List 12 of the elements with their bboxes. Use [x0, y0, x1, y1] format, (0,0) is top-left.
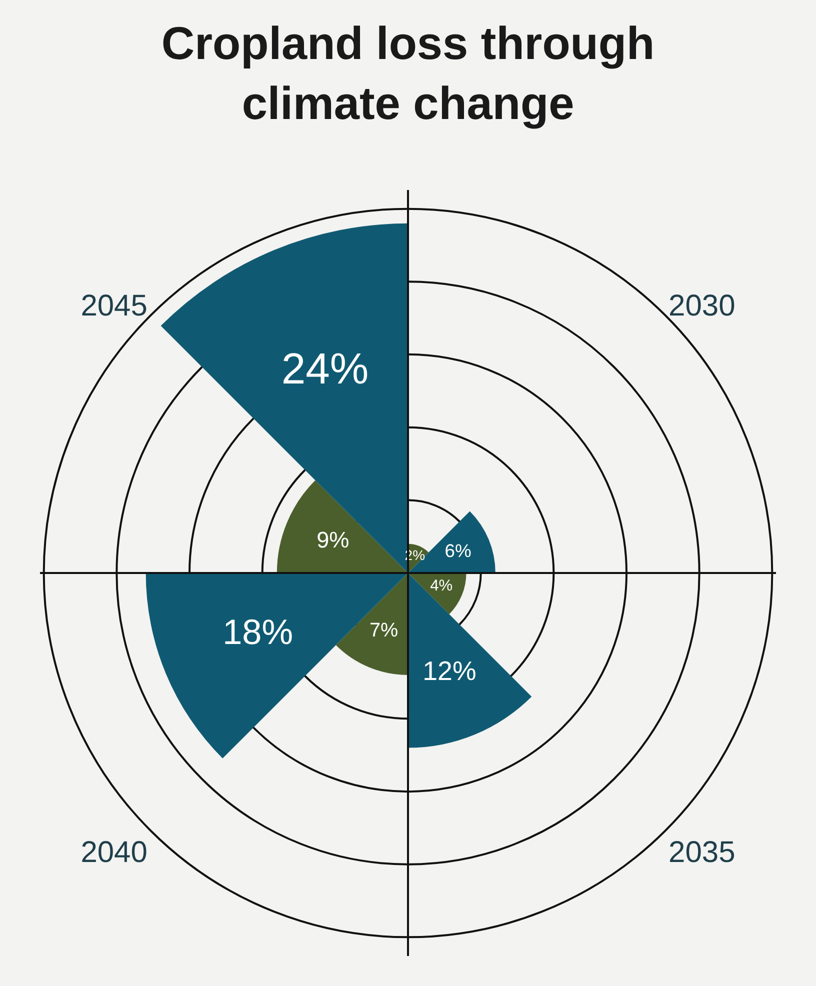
data-label: 4% — [430, 578, 453, 595]
data-label: 6% — [444, 540, 472, 561]
data-label: 12% — [422, 656, 476, 686]
data-label: 18% — [222, 613, 294, 652]
category-label: 2040 — [80, 836, 148, 870]
category-label: 2035 — [668, 836, 736, 870]
data-label: 7% — [370, 619, 398, 642]
data-label: 9% — [316, 528, 350, 553]
data-label: 24% — [281, 346, 369, 394]
category-label: 2045 — [80, 290, 148, 323]
text: Cropland loss through climate change — [161, 17, 655, 129]
category-label: 2030 — [668, 290, 736, 323]
